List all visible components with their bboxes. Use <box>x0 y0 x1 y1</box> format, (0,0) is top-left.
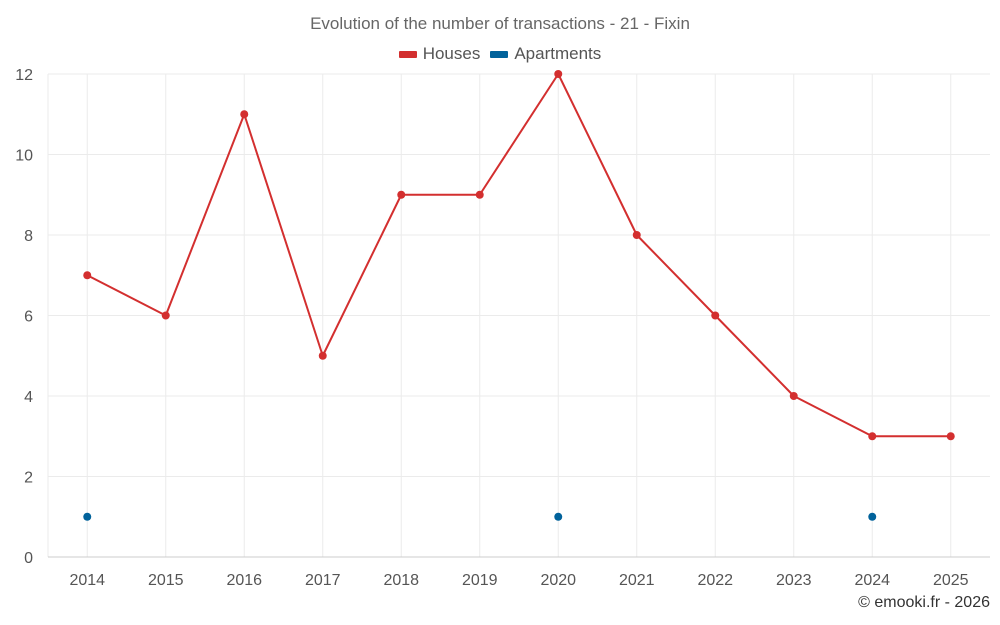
data-point-houses <box>240 110 249 119</box>
x-tick-label: 2017 <box>305 572 341 589</box>
legend-item-houses[interactable]: Houses <box>398 44 481 64</box>
x-tick-label: 2014 <box>69 572 105 589</box>
y-tick-label: 0 <box>24 550 33 567</box>
legend-label-apartments: Apartments <box>514 44 602 63</box>
y-tick-label: 4 <box>24 389 33 406</box>
y-tick-label: 12 <box>15 67 33 84</box>
y-tick-label: 8 <box>24 228 33 245</box>
x-tick-label: 2023 <box>776 572 812 589</box>
data-point-apartments <box>554 512 563 521</box>
data-point-houses <box>711 311 720 320</box>
data-point-houses <box>397 190 406 199</box>
y-tick-label: 6 <box>24 309 33 326</box>
x-tick-label: 2016 <box>226 572 262 589</box>
y-tick-label: 10 <box>15 148 33 165</box>
series-line-houses <box>86 73 951 438</box>
y-tick-label: 2 <box>24 470 33 487</box>
legend-label-houses: Houses <box>422 44 481 63</box>
data-point-houses <box>868 432 877 441</box>
x-tick-label: 2019 <box>462 572 498 589</box>
data-point-houses <box>789 392 798 400</box>
data-point-apartments <box>868 512 877 521</box>
data-point-houses <box>946 432 955 441</box>
legend-swatch-houses <box>398 50 417 58</box>
data-point-houses <box>475 190 484 199</box>
data-point-houses <box>554 70 563 78</box>
x-tick-label: 2021 <box>619 572 655 589</box>
x-tick-label: 2020 <box>540 572 576 589</box>
legend-swatch-apartments <box>490 50 509 58</box>
series-layer <box>83 70 955 521</box>
legend: Houses Apartments <box>0 44 1000 64</box>
axis-layer: 0 2 4 6 8 10 12 2014 2015 2016 2017 2018 2019 2020 202… <box>15 67 990 589</box>
data-point-houses <box>632 231 641 239</box>
x-tick-label: 2018 <box>383 572 419 589</box>
x-tick-label: 2025 <box>933 572 969 589</box>
data-point-houses <box>161 311 170 320</box>
x-tick-label: 2022 <box>697 572 733 589</box>
grid-layer <box>47 73 990 557</box>
watermark: © emooki.fr - 2026 <box>858 594 990 611</box>
chart-title: Evolution of the number of transactions … <box>310 14 690 33</box>
legend-item-apartments[interactable]: Apartments <box>490 44 601 64</box>
x-tick-label: 2015 <box>148 572 184 589</box>
data-point-apartments <box>83 512 92 521</box>
x-tick-label: 2024 <box>854 572 890 589</box>
data-point-houses <box>318 351 327 360</box>
data-point-houses <box>83 271 92 280</box>
